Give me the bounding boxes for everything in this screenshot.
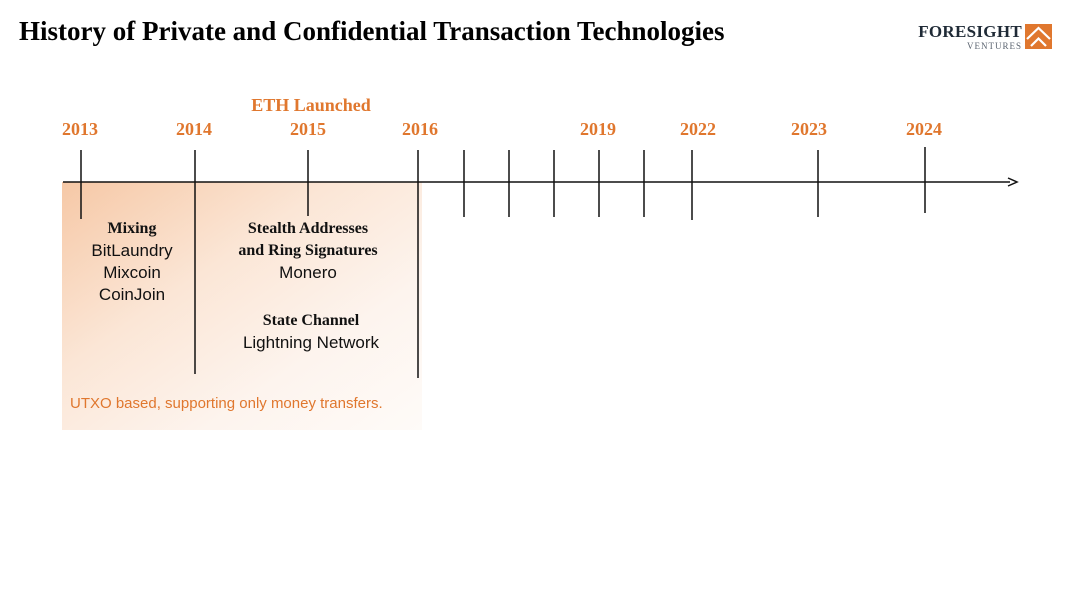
state-channel-item-lightning: Lightning Network: [242, 333, 380, 352]
year-label-2013: 2013: [62, 119, 98, 139]
logo-roof-icon: [1025, 24, 1052, 49]
stealth-title-line-2: and Ring Signatures: [238, 242, 378, 259]
eth-launched-label: ETH Launched: [251, 95, 371, 115]
utxo-era-shading: [62, 182, 422, 430]
mixing-item-coinjoin: CoinJoin: [98, 285, 166, 304]
logo-subtitle: VENTURES: [967, 41, 1022, 51]
page-title: History of Private and Confidential Tran…: [19, 16, 725, 46]
logo-name: FORESIGHT: [918, 22, 1022, 41]
utxo-note: UTXO based, supporting only money transf…: [70, 395, 383, 412]
year-label-2023: 2023: [791, 119, 827, 139]
stealth-title-line-1: Stealth Addresses: [247, 220, 369, 237]
year-label-2014: 2014: [176, 119, 212, 139]
year-label-2019: 2019: [580, 119, 616, 139]
year-label-2022: 2022: [680, 119, 716, 139]
stealth-item-monero: Monero: [279, 263, 337, 282]
mixing-title: Mixing: [107, 220, 157, 237]
mixing-item-mixcoin: Mixcoin: [103, 263, 161, 282]
timeline-arrowhead: [1007, 177, 1019, 187]
year-label-2024: 2024: [906, 119, 942, 139]
state-channel-title: State Channel: [262, 312, 360, 329]
year-label-2015: 2015: [290, 119, 326, 139]
foresight-ventures-logo: FORESIGHT VENTURES: [918, 22, 1054, 52]
mixing-group: Mixing BitLaundry Mixcoin CoinJoin: [37, 218, 227, 306]
state-channel-group: State Channel Lightning Network: [216, 310, 406, 354]
stealth-ring-group: Stealth Addresses and Ring Signatures Mo…: [213, 218, 403, 284]
mixing-item-bitlaundry: BitLaundry: [91, 241, 173, 260]
year-label-2016: 2016: [402, 119, 438, 139]
